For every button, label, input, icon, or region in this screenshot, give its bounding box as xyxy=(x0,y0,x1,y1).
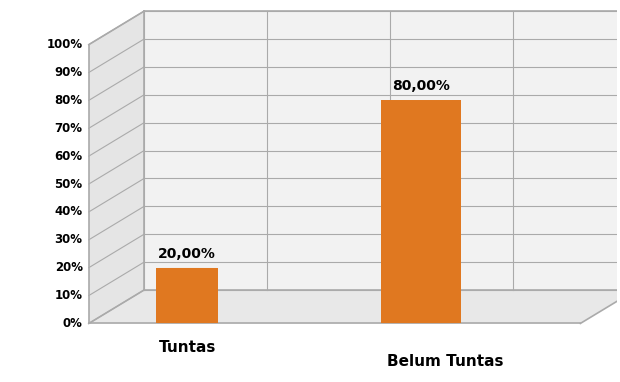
Text: 10%: 10% xyxy=(55,289,82,302)
Polygon shape xyxy=(381,100,461,324)
Text: 80,00%: 80,00% xyxy=(392,79,450,93)
Text: 30%: 30% xyxy=(55,233,82,246)
Polygon shape xyxy=(89,290,620,324)
Text: 20%: 20% xyxy=(55,261,82,274)
Text: Tuntas: Tuntas xyxy=(159,340,216,355)
Polygon shape xyxy=(144,11,620,290)
Text: Belum Tuntas: Belum Tuntas xyxy=(387,354,503,369)
Text: 70%: 70% xyxy=(55,122,82,135)
Text: 40%: 40% xyxy=(55,206,82,219)
Text: 60%: 60% xyxy=(55,150,82,163)
Polygon shape xyxy=(156,268,218,324)
Text: 50%: 50% xyxy=(55,178,82,191)
Text: 0%: 0% xyxy=(63,317,82,330)
Polygon shape xyxy=(89,11,144,324)
Text: 80%: 80% xyxy=(55,94,82,107)
Text: 90%: 90% xyxy=(55,66,82,79)
Text: 20,00%: 20,00% xyxy=(158,247,216,261)
Text: 100%: 100% xyxy=(46,38,82,51)
